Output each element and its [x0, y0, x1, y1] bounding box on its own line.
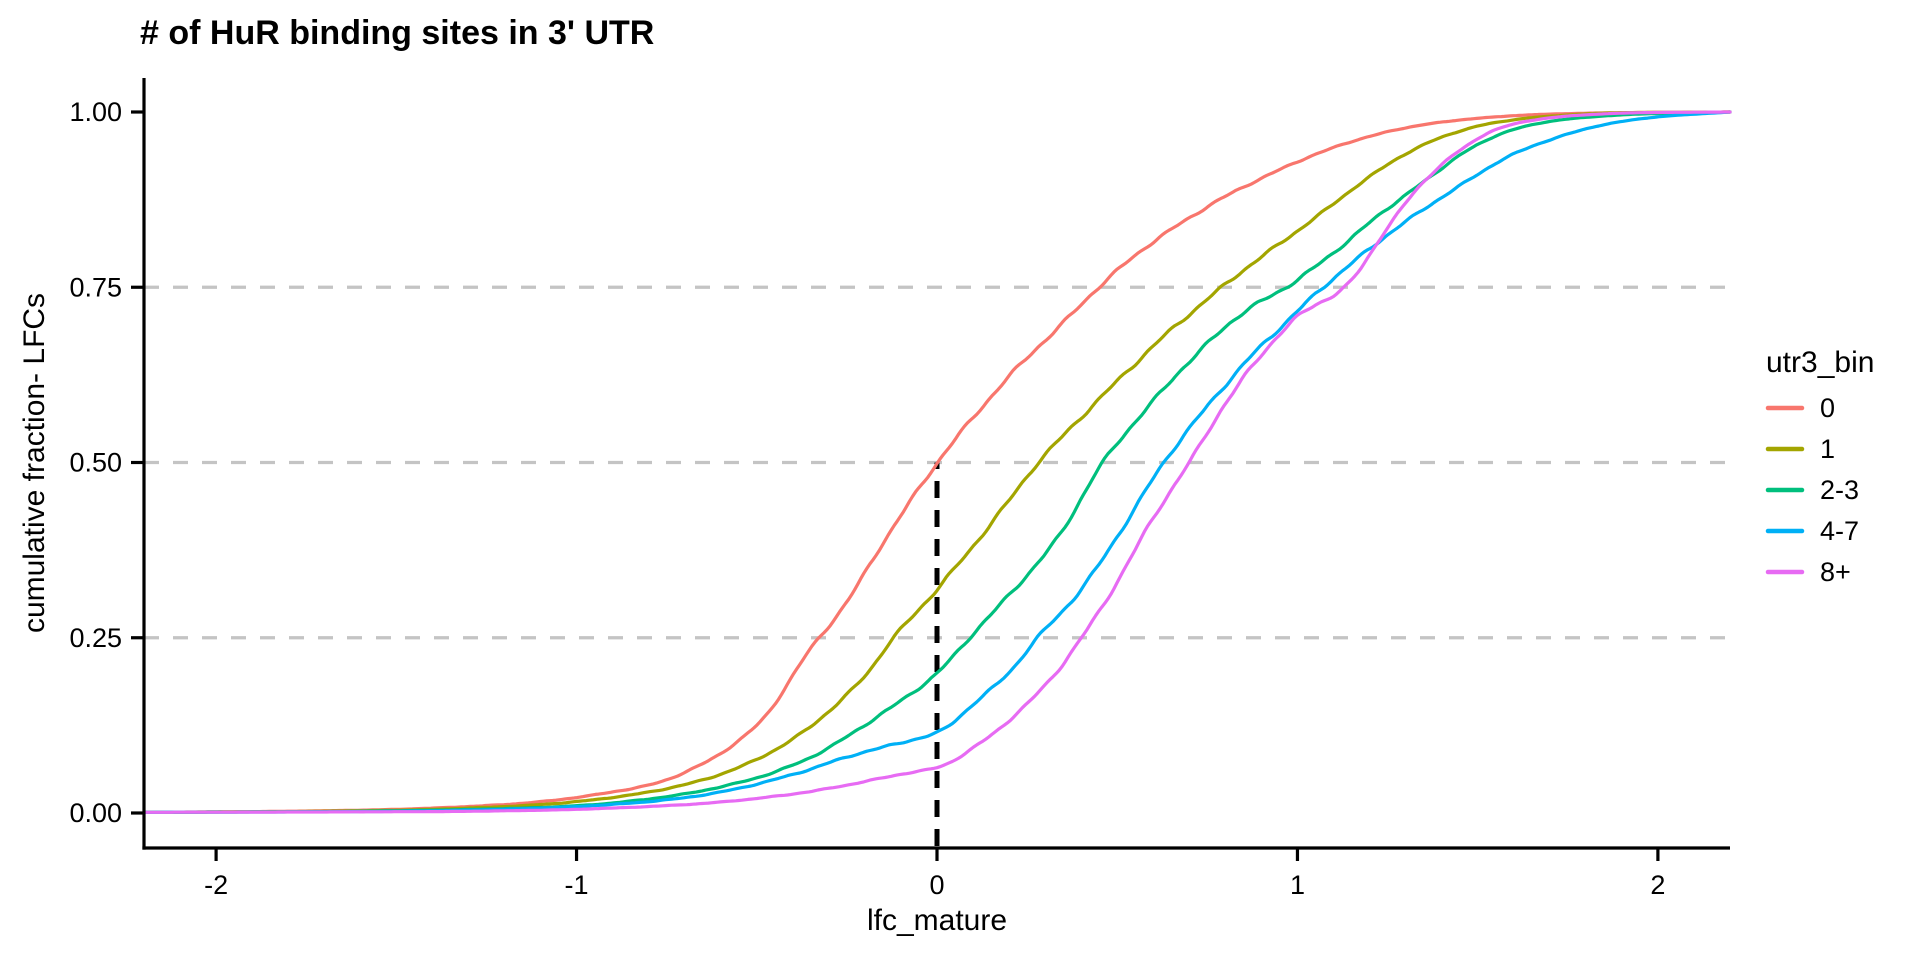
- y-axis-title: cumulative fraction- LFCs: [18, 293, 51, 633]
- legend-entry-label: 4-7: [1820, 516, 1859, 546]
- x-axis-title: lfc_mature: [867, 904, 1007, 937]
- legend-entries-layer: 0 1 2-3 4-7 8+: [1765, 393, 1859, 587]
- y-tick-label: 0.50: [69, 448, 122, 478]
- ecdf-curve-8+: [142, 110, 1732, 814]
- x-tick-label: 1: [1290, 870, 1305, 900]
- legend-title: utr3_bin: [1766, 346, 1874, 379]
- y-tick-label: 1.00: [69, 97, 122, 127]
- legend-entry: 0: [1765, 393, 1835, 423]
- x-tick-label: 2: [1650, 870, 1665, 900]
- legend-entry-label: 8+: [1820, 557, 1851, 587]
- x-tick-label: -2: [204, 870, 228, 900]
- x-tick-label: 0: [929, 870, 944, 900]
- chart-title: # of HuR binding sites in 3' UTR: [140, 14, 654, 52]
- tick-layer: -2 -1 0 1 2 0.00 0.25 0.50 0.75 1.00: [69, 97, 1665, 900]
- gridlines-layer: [144, 285, 1736, 640]
- legend-entry: 1: [1765, 434, 1835, 464]
- legend-entry: 4-7: [1765, 516, 1859, 546]
- legend-entry-label: 0: [1820, 393, 1835, 423]
- y-tick-label: 0.00: [69, 798, 122, 828]
- legend-entry: 2-3: [1765, 475, 1859, 505]
- y-tick-label: 0.25: [69, 623, 122, 653]
- legend-entry: 8+: [1765, 557, 1851, 587]
- x-tick-label: -1: [565, 870, 589, 900]
- curves-layer: [142, 110, 1732, 814]
- legend-entry-label: 1: [1820, 434, 1835, 464]
- y-tick-label: 0.75: [69, 272, 122, 302]
- legend-entry-label: 2-3: [1820, 475, 1859, 505]
